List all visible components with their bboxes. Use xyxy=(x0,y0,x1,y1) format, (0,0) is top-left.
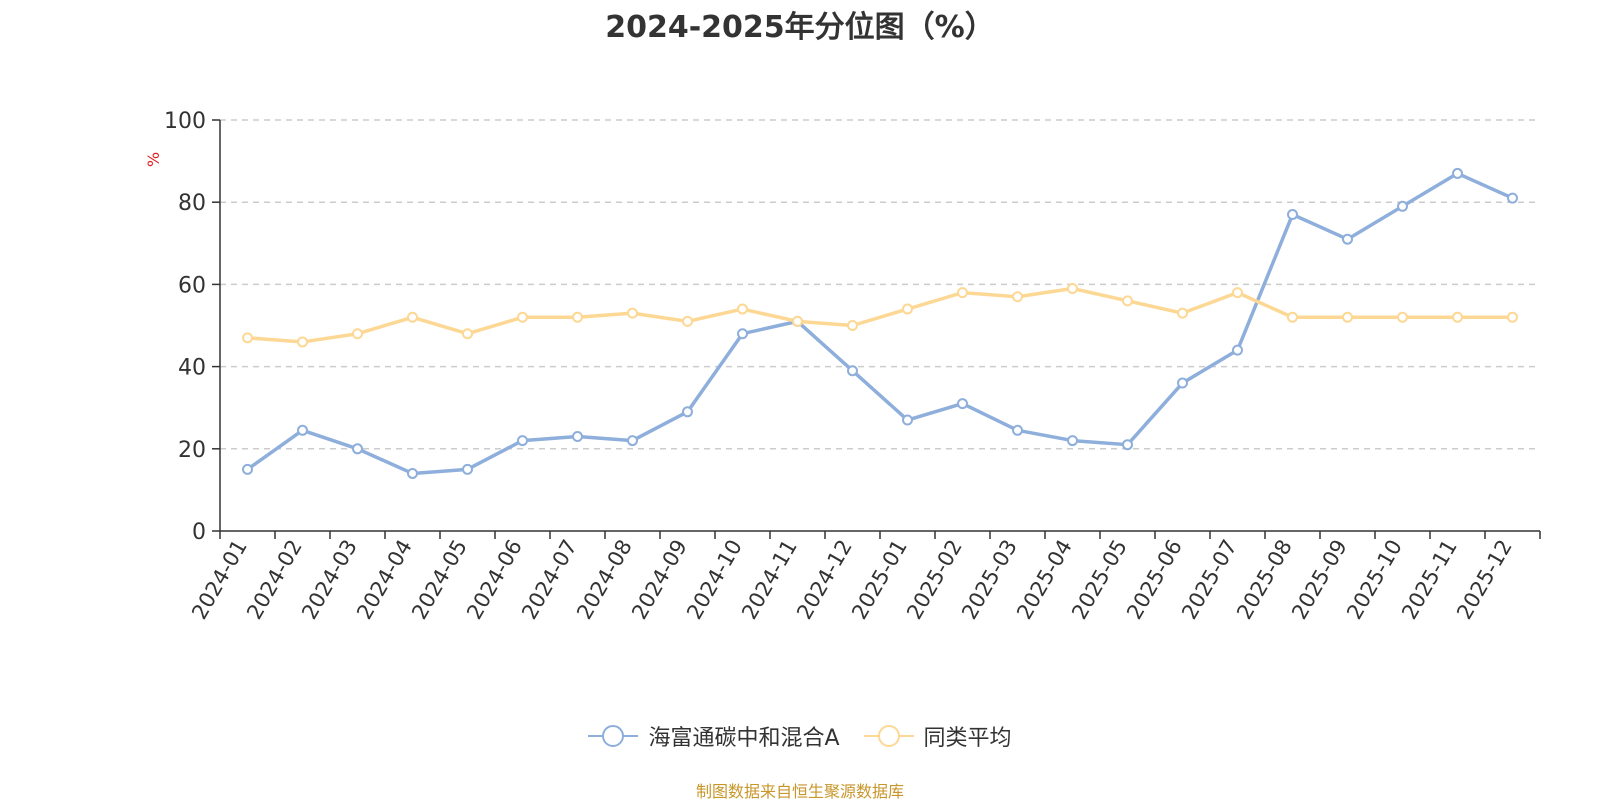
data-point xyxy=(1122,439,1133,451)
data-point xyxy=(1232,287,1243,299)
data-point xyxy=(627,435,638,447)
data-point xyxy=(1507,192,1518,204)
data-point xyxy=(462,463,473,475)
data-point xyxy=(1177,377,1188,389)
data-point xyxy=(682,315,693,327)
data-point xyxy=(1232,344,1243,356)
data-point xyxy=(1452,311,1463,323)
legend-label: 同类平均 xyxy=(923,726,1012,751)
data-point xyxy=(847,365,858,377)
data-point xyxy=(792,315,803,327)
data-point xyxy=(847,320,858,331)
x-tick-label: 2025-12 xyxy=(1452,536,1517,624)
data-point xyxy=(1507,311,1518,323)
y-tick-label: 60 xyxy=(178,273,206,298)
data-point xyxy=(1067,283,1078,295)
data-source-footer: 制图数据来自恒生聚源数据库 xyxy=(695,782,904,800)
data-point xyxy=(572,430,583,442)
data-point xyxy=(407,311,418,323)
data-point xyxy=(517,311,528,323)
data-point xyxy=(737,303,748,315)
data-point xyxy=(957,287,968,299)
series-lines xyxy=(246,171,1514,476)
data-point xyxy=(737,328,748,340)
y-tick-label: 80 xyxy=(178,191,206,216)
data-point xyxy=(297,424,308,436)
data-point xyxy=(1287,311,1298,323)
data-point xyxy=(1012,424,1023,436)
data-point xyxy=(1287,209,1298,221)
legend-line-circle-icon xyxy=(863,724,914,748)
y-tick-label: 0 xyxy=(192,520,206,545)
data-point xyxy=(1067,435,1078,447)
y-tick-label: 20 xyxy=(178,438,206,463)
legend-label: 海富通碳中和混合A xyxy=(648,726,840,751)
grid-lines xyxy=(220,119,1540,450)
y-tick-label: 40 xyxy=(178,356,206,381)
data-point xyxy=(1342,233,1353,245)
data-point xyxy=(902,414,913,426)
data-point xyxy=(242,463,253,475)
data-point xyxy=(352,328,363,340)
chart-title: 2024-2025年分位图（%） xyxy=(605,10,995,45)
data-point xyxy=(1397,311,1408,323)
data-point xyxy=(1452,167,1463,179)
y-tick-label: 100 xyxy=(164,109,206,134)
data-point xyxy=(627,307,638,319)
data-point xyxy=(682,406,693,418)
data-point xyxy=(407,467,418,479)
data-point xyxy=(462,328,473,340)
legend: 海富通碳中和混合A 同类平均 xyxy=(0,720,1600,752)
data-point xyxy=(1177,307,1188,319)
series-line-0 xyxy=(246,171,1514,476)
data-point xyxy=(572,311,583,323)
data-point xyxy=(902,303,913,315)
legend-item-fund[interactable]: 海富通碳中和混合A xyxy=(588,720,840,752)
data-point xyxy=(297,336,308,348)
data-point xyxy=(1122,295,1133,307)
series-points xyxy=(242,167,1518,479)
data-point xyxy=(957,398,968,410)
data-point xyxy=(1397,200,1408,212)
series-line-1 xyxy=(247,286,1513,344)
data-point xyxy=(352,443,363,455)
legend-item-average[interactable]: 同类平均 xyxy=(863,720,1012,752)
data-point xyxy=(1012,291,1023,303)
data-point xyxy=(1342,311,1353,323)
data-point xyxy=(517,435,528,447)
data-point xyxy=(242,332,253,344)
legend-line-circle-icon xyxy=(588,724,639,748)
